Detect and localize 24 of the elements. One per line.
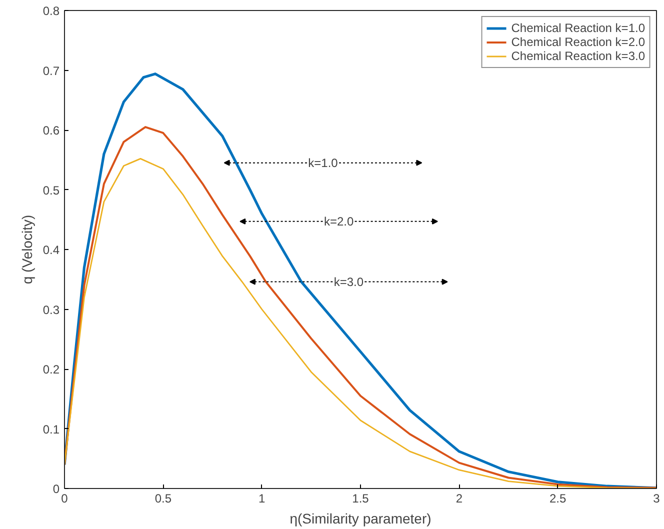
x-tick-label: 3 <box>653 492 660 506</box>
legend-label: Chemical Reaction k=3.0 <box>511 49 645 63</box>
y-tick-label: 0.6 <box>42 124 60 138</box>
y-tick-label: 0 <box>52 482 60 496</box>
x-tick-label: 1.5 <box>352 492 370 506</box>
x-tick-label: 0 <box>61 492 68 506</box>
x-tick-label: 0.5 <box>154 492 172 506</box>
legend-label: Chemical Reaction k=2.0 <box>511 35 645 49</box>
y-tick-label: 0.3 <box>42 302 60 317</box>
y-tick-label: 0.8 <box>42 4 60 18</box>
y-tick-label: 0.4 <box>42 243 60 257</box>
x-axis-title: η(Similarity parameter) <box>290 510 432 526</box>
x-tick-label: 2 <box>456 492 463 506</box>
x-tick-label: 2.5 <box>549 492 566 506</box>
y-tick-label: 0.5 <box>42 183 60 198</box>
y-tick-label: 0.2 <box>42 362 60 376</box>
annotation: k=1.0 <box>308 156 338 170</box>
legend-label: Chemical Reaction k=1.0 <box>511 21 645 35</box>
y-tick-label: 0.7 <box>42 64 60 78</box>
y-axis-title: q (Velocity) <box>18 214 35 284</box>
y-tick-label: 0.1 <box>42 422 60 436</box>
x-tick-label: 1 <box>258 492 266 506</box>
annotation: k=2.0 <box>324 214 354 228</box>
annotation: k=3.0 <box>334 274 364 289</box>
